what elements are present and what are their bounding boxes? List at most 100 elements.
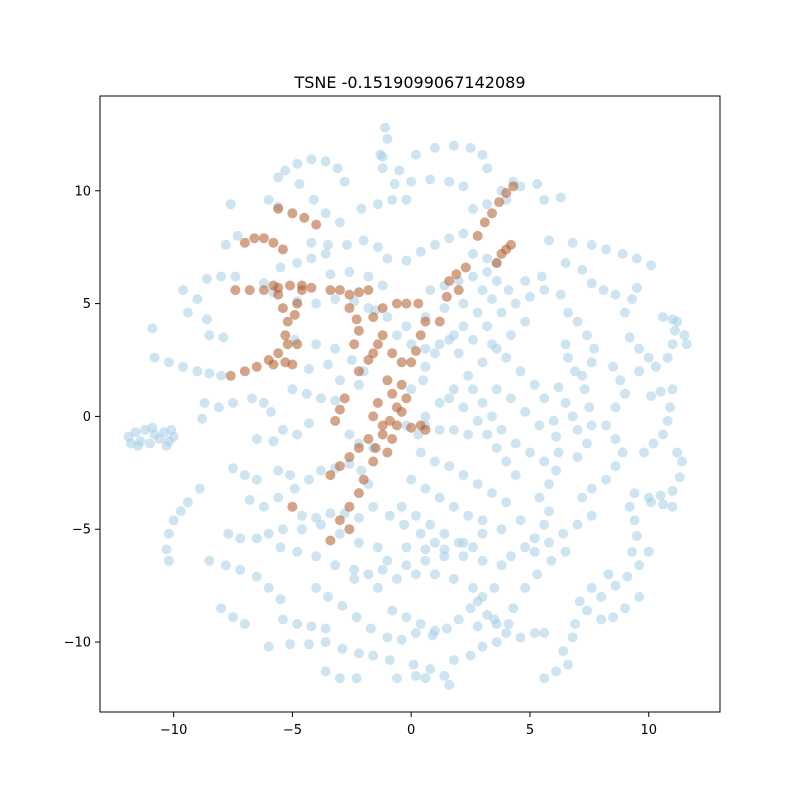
series-0-point-444 [363,569,374,580]
series-1-point-65 [370,443,381,453]
series-0-point-383 [472,415,483,426]
series-0-point-427 [458,551,469,562]
series-0-point-428 [477,555,488,566]
series-1-point-105 [287,501,298,512]
series-1-point-51 [387,348,398,359]
series-0-point-19 [192,366,203,377]
series-1-point-2 [299,212,310,223]
series-0-point-338 [496,307,507,318]
series-0-point-449 [501,628,512,638]
series-0-point-415 [439,528,450,539]
series-1-point-20 [273,348,284,359]
y-tick-label: 5 [83,297,91,312]
series-0-point-64 [268,436,279,447]
series-0-point-184 [351,612,362,623]
series-0-point-234 [563,659,573,670]
series-0-point-302 [582,330,592,341]
series-0-point-49 [263,582,274,593]
series-0-point-154 [304,364,314,374]
series-0-point-429 [496,560,507,571]
series-0-point-262 [646,497,657,508]
series-0-point-194 [320,637,331,648]
y-axis: −10 −5 0 5 10 [64,184,100,651]
series-0-point-229 [515,632,526,643]
series-1-point-56 [353,366,364,377]
series-0-point-279 [658,312,668,323]
series-0-point-199 [351,673,362,684]
series-0-point-303 [589,343,600,354]
series-0-point-407 [420,483,431,494]
x-tick-label: 0 [407,723,415,738]
series-0-point-214 [465,603,476,614]
series-0-point-136 [577,264,588,275]
series-1-point-70 [391,420,402,431]
series-0-point-333 [529,546,540,557]
series-0-point-374 [515,366,526,377]
series-1-point-16 [225,370,236,381]
series-1-point-26 [268,280,279,291]
series-0-point-305 [577,370,588,381]
series-1-point-36 [344,289,355,300]
series-0-point-159 [292,429,303,440]
series-0-point-270 [646,391,657,402]
series-0-point-409 [448,501,459,512]
series-0-point-462 [413,429,424,440]
series-0-point-75 [280,165,291,176]
series-0-point-47 [235,564,246,575]
series-0-point-165 [296,510,307,521]
series-0-point-380 [534,420,545,431]
series-1-point-54 [410,346,421,356]
series-0-point-227 [546,555,557,566]
series-0-point-327 [520,542,531,553]
series-0-point-323 [534,492,545,503]
series-1-point-9 [230,285,241,296]
series-0-point-453 [429,625,440,636]
series-0-point-23 [182,307,193,318]
series-1-point-59 [330,415,341,426]
series-0-point-259 [674,472,685,483]
series-0-point-362 [434,339,445,350]
series-0-point-275 [662,352,673,363]
series-0-point-304 [586,357,597,368]
series-0-point-332 [544,537,554,548]
series-0-point-312 [572,424,583,435]
series-0-point-63 [251,434,262,444]
x-tick-label: 10 [640,723,657,738]
series-0-point-261 [672,447,683,458]
series-0-point-419 [384,510,395,521]
series-0-point-315 [586,420,597,431]
series-0-point-430 [401,542,412,553]
series-0-point-389 [477,397,488,408]
series-0-point-105 [448,140,459,151]
series-0-point-458 [344,429,355,440]
series-0-point-124 [515,181,526,192]
series-1-point-45 [391,298,402,309]
series-0-point-220 [491,637,502,648]
series-1-point-88 [344,524,355,535]
series-0-point-388 [468,384,478,395]
series-0-point-412 [396,501,407,512]
series-1-point-4 [239,237,250,248]
series-0-point-414 [425,519,436,530]
series-0-point-183 [337,600,348,611]
series-0-point-191 [306,621,317,632]
series-0-point-28 [201,314,212,325]
series-0-point-296 [610,461,621,472]
series-0-point-295 [617,447,628,458]
series-0-point-1 [130,427,141,438]
x-tick-label: 5 [526,723,534,738]
series-0-point-101 [377,163,388,174]
series-0-point-193 [304,639,314,650]
series-0-point-434 [477,528,488,539]
series-0-point-16 [149,352,160,363]
series-0-point-147 [330,343,341,354]
series-0-point-221 [472,621,483,632]
series-0-point-385 [491,443,502,453]
series-1-point-48 [377,330,388,341]
series-0-point-390 [487,411,497,422]
series-1 [225,181,519,546]
series-0-point-106 [465,142,476,153]
series-1-point-67 [396,379,407,390]
series-0-point-391 [496,424,507,435]
series-1-point-18 [251,361,262,372]
